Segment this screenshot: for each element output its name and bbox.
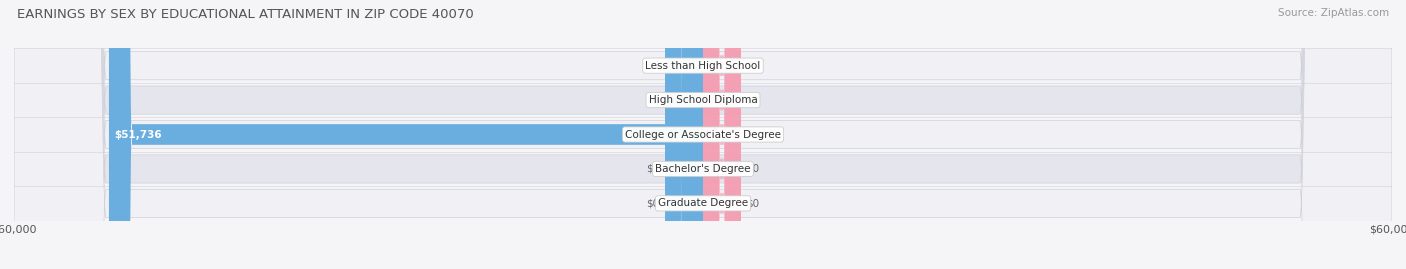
FancyBboxPatch shape (703, 0, 741, 269)
Text: High School Diploma: High School Diploma (648, 95, 758, 105)
Text: $0: $0 (747, 61, 759, 71)
FancyBboxPatch shape (14, 0, 1392, 269)
Text: $0: $0 (747, 95, 759, 105)
FancyBboxPatch shape (703, 0, 741, 269)
FancyBboxPatch shape (14, 0, 1392, 269)
Text: $0: $0 (747, 198, 759, 208)
FancyBboxPatch shape (703, 0, 741, 269)
Text: Less than High School: Less than High School (645, 61, 761, 71)
FancyBboxPatch shape (14, 0, 1392, 269)
FancyBboxPatch shape (14, 0, 1392, 269)
Text: College or Associate's Degree: College or Associate's Degree (626, 129, 780, 140)
FancyBboxPatch shape (665, 0, 703, 269)
FancyBboxPatch shape (703, 0, 741, 269)
Text: $0: $0 (747, 164, 759, 174)
Text: Bachelor's Degree: Bachelor's Degree (655, 164, 751, 174)
Text: $0: $0 (647, 95, 659, 105)
Text: $0: $0 (647, 198, 659, 208)
FancyBboxPatch shape (703, 0, 741, 269)
Text: $51,736: $51,736 (114, 129, 162, 140)
Text: $0: $0 (647, 164, 659, 174)
Text: $0: $0 (747, 129, 759, 140)
FancyBboxPatch shape (665, 0, 703, 269)
FancyBboxPatch shape (108, 0, 703, 269)
FancyBboxPatch shape (14, 0, 1392, 269)
FancyBboxPatch shape (665, 0, 703, 269)
Text: $0: $0 (647, 61, 659, 71)
Text: Source: ZipAtlas.com: Source: ZipAtlas.com (1278, 8, 1389, 18)
Text: EARNINGS BY SEX BY EDUCATIONAL ATTAINMENT IN ZIP CODE 40070: EARNINGS BY SEX BY EDUCATIONAL ATTAINMEN… (17, 8, 474, 21)
Text: Graduate Degree: Graduate Degree (658, 198, 748, 208)
FancyBboxPatch shape (665, 0, 703, 269)
